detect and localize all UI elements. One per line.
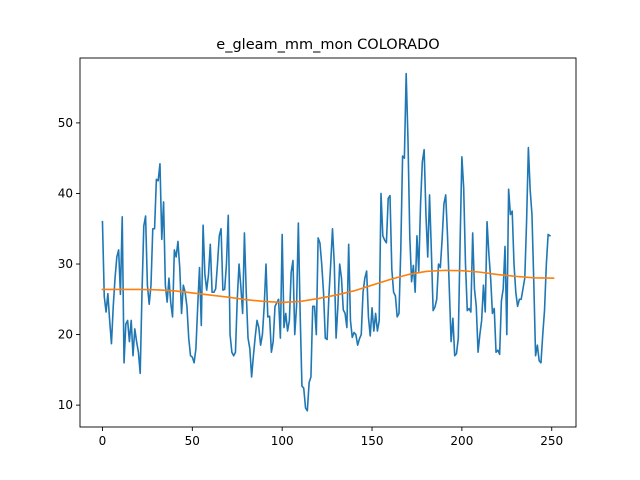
y-axis: 10 20 30 40 50	[58, 116, 80, 412]
plot-frame	[79, 57, 577, 428]
y-tick-label: 50	[58, 116, 73, 130]
x-tick-label: 0	[99, 434, 107, 448]
series-line-1	[101, 72, 552, 412]
series-line-2	[101, 269, 555, 304]
x-tick-label: 150	[361, 434, 384, 448]
x-tick-label: 50	[185, 434, 200, 448]
chart-title: e_gleam_mm_mon COLORADO	[216, 37, 439, 53]
y-tick-label: 20	[58, 328, 73, 342]
x-axis: 0 50 100 150 200 250	[99, 427, 563, 448]
x-tick-label: 200	[450, 434, 473, 448]
y-tick-label: 40	[58, 186, 73, 200]
y-tick-label: 10	[58, 398, 73, 412]
y-tick-label: 30	[58, 257, 73, 271]
x-tick-label: 250	[540, 434, 563, 448]
x-tick-label: 100	[271, 434, 294, 448]
